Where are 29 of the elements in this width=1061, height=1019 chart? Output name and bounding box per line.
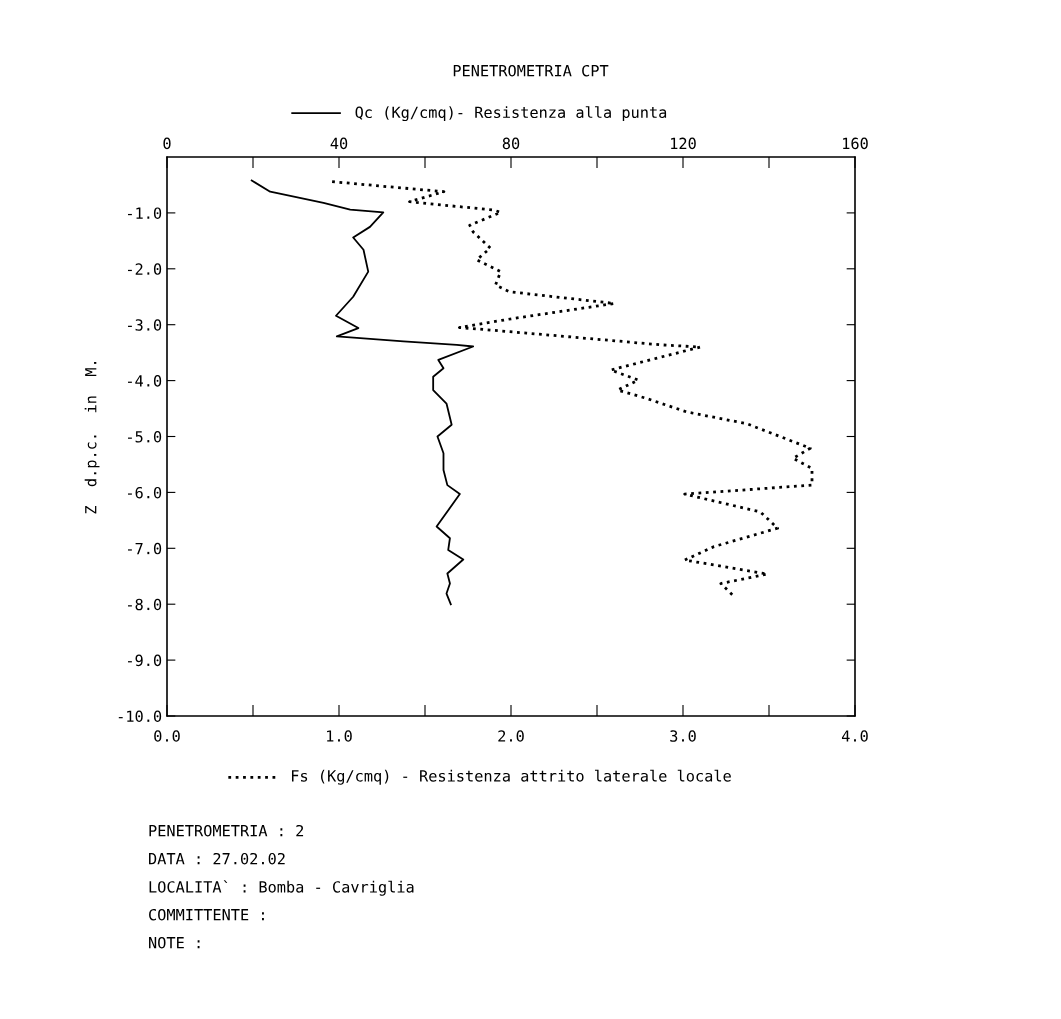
text: NOTE : [149,936,200,949]
x2-tick-label: 160 [843,137,868,150]
y-axis-title: Z d.p.c. in M. [84,361,100,514]
x-tick-label: 2.0 [498,730,524,742]
chart-title: PENETROMETRIA CPT [453,64,609,77]
x-tick-label: 3.0 [670,730,696,742]
y-tick-label: -7.0 [128,542,162,555]
y-tick-label: -2.0 [128,263,162,275]
y-tick-label: -9.0 [128,654,162,667]
x-axis-title: Fs (Kg/cmq) - Resistenza attrito laterale locale [291,769,731,785]
y-tick-label: -10.0 [118,710,162,723]
text: COMMITTENTE : [149,908,264,921]
x-tick-label: 1.0 [327,730,352,742]
text: LOCALITA` : Bomba - Cavriglia [149,880,414,896]
y-tick-label: -6.0 [128,486,162,499]
y-tick-label: -4.0 [128,375,162,387]
text: DATA : 27.02.02 [149,852,285,865]
y-tick-label: -1.0 [128,207,162,219]
x2-axis-title: Qc (Kg/cmq)- Resistenza alla punta [355,106,667,122]
x2-tick-label: 40 [330,137,348,150]
x-tick-label: 4.0 [841,730,868,742]
y-tick-label: -8.0 [128,598,162,611]
x2-tick-label: 80 [502,137,520,150]
y-tick-label: -3.0 [128,319,162,331]
x2-tick-label: 120 [671,137,696,150]
x-tick-label: 0.0 [154,730,180,742]
text: PENETROMETRIA : 2 [149,824,304,837]
y-tick-label: -5.0 [128,431,162,443]
x2-tick-label: 0 [163,137,171,150]
